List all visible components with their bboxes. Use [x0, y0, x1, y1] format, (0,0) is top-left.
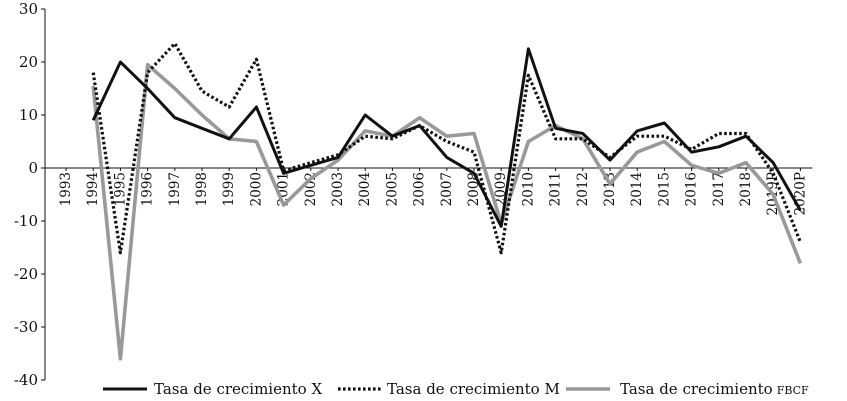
x-axis-ticks: 1993 1994 1995 1996 1997 1998 1999 2000 2001 2002… — [58, 168, 808, 215]
y-tick-label: 30 — [19, 0, 38, 18]
series-line-1 — [91, 47, 802, 228]
y-tick-label: -10 — [14, 212, 38, 230]
x-tick-label: 2003 — [330, 172, 346, 206]
y-tick-label: -40 — [14, 371, 38, 389]
series-line-2 — [91, 41, 802, 255]
series-line-3 — [91, 62, 803, 361]
x-tick-label: 1994 — [85, 172, 101, 206]
x-tick-label: 2015 — [656, 172, 672, 206]
x-tick-label: 2011 — [548, 172, 564, 206]
y-axis-ticks: -40 -30 -20 -10 0 10 20 30 — [14, 0, 45, 389]
y-tick-label: -20 — [14, 265, 38, 283]
series-lines — [91, 41, 803, 361]
x-tick-label: 2008 — [466, 172, 482, 206]
y-tick-label: 0 — [28, 159, 38, 177]
y-tick-label: -30 — [14, 318, 38, 336]
legend: Tasa de crecimiento X Tasa de crecimiento… — [103, 380, 809, 398]
legend-label-suffix: FBCF — [777, 384, 809, 397]
x-tick-label: 2016 — [684, 172, 700, 206]
x-tick-label: 2000 — [248, 172, 264, 206]
legend-label-1: Tasa de crecimiento X — [154, 380, 322, 398]
x-tick-label: 2018 — [738, 172, 754, 206]
x-tick-label: 1997 — [167, 172, 183, 206]
x-tick-label: 2006 — [412, 172, 428, 206]
x-tick-label: 2005 — [384, 172, 400, 206]
y-tick-label: 10 — [19, 106, 38, 124]
legend-label-3: Tasa de crecimiento FBCF — [620, 380, 809, 398]
x-tick-label: 1993 — [58, 172, 74, 206]
x-tick-label: 1999 — [221, 172, 237, 206]
x-tick-label: 2004 — [357, 172, 373, 206]
x-tick-label: 2007 — [439, 172, 455, 206]
x-tick-label: 2012 — [575, 172, 591, 206]
x-tick-label: 1996 — [140, 172, 156, 206]
axes — [44, 9, 813, 380]
x-tick-label: 2017 — [711, 172, 727, 206]
y-tick-label: 20 — [19, 53, 38, 71]
x-tick-label: 2010 — [520, 172, 536, 206]
legend-label-2: Tasa de crecimiento M — [387, 380, 560, 398]
x-tick-label: 1998 — [194, 172, 210, 206]
x-tick-label: 2014 — [629, 172, 645, 206]
x-tick-label: 1995 — [112, 172, 128, 206]
